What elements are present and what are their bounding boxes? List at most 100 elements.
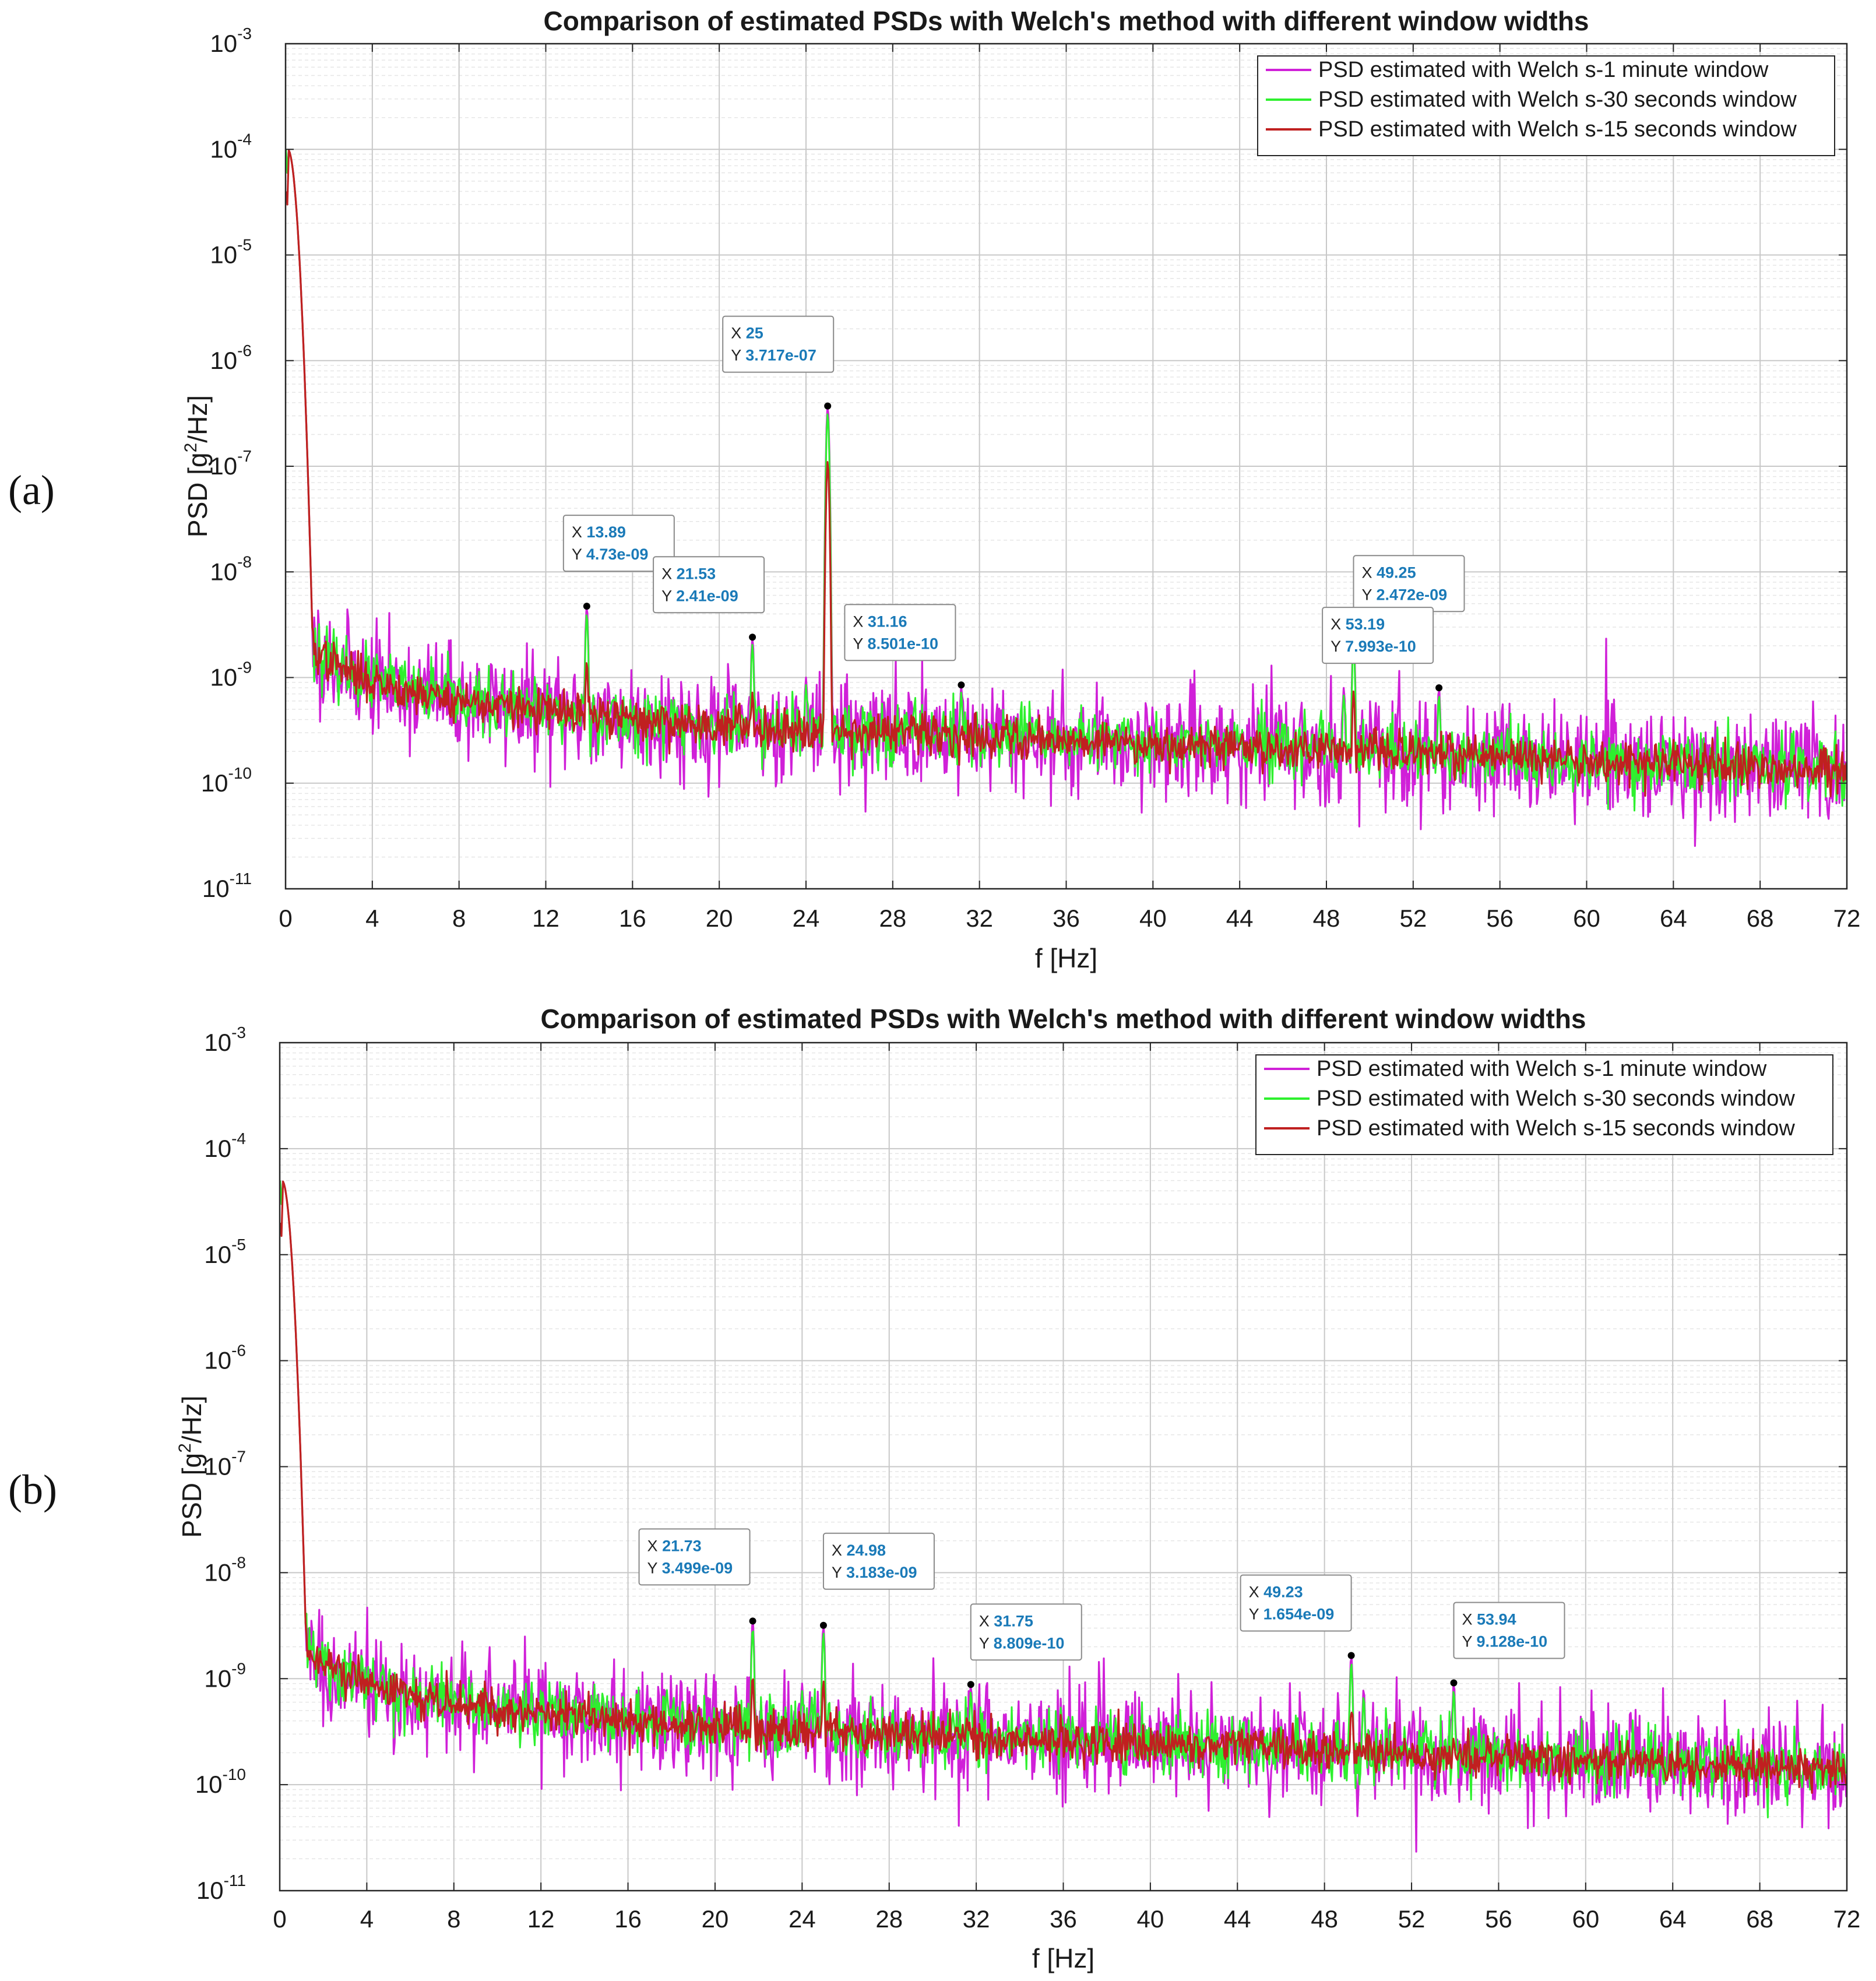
x-tick-label: 36: [1050, 1905, 1077, 1933]
datatip-y: Y 8.501e-10: [853, 635, 938, 652]
legend-entry: PSD estimated with Welch s-30 seconds wi…: [1318, 87, 1797, 112]
y-tick-label: 10-10: [195, 1765, 246, 1798]
datatip-marker: [583, 603, 590, 610]
y-tick-label: 10-3: [204, 1023, 246, 1056]
x-tick-label: 40: [1139, 905, 1167, 932]
x-tick-label: 28: [879, 905, 906, 932]
x-tick-label: 16: [614, 1905, 642, 1933]
datatip-x: X 31.75: [979, 1612, 1033, 1630]
x-tick-label: 48: [1313, 905, 1340, 932]
x-tick-label: 20: [706, 905, 733, 932]
datatip-y: Y 4.73e-09: [572, 546, 649, 563]
x-tick-label: 40: [1137, 1905, 1164, 1933]
datatip-box: [722, 315, 835, 373]
datatip: X 53.19 Y 7.993e-10: [1322, 607, 1434, 664]
x-tick-label: 8: [447, 1905, 460, 1933]
panel-label-b: (b): [8, 1466, 57, 1513]
datatip: X 24.98 Y 3.183e-09: [822, 1532, 935, 1590]
y-tick-label: 10-6: [210, 342, 252, 374]
datatip-box: [1453, 1602, 1565, 1659]
datatip-marker: [749, 634, 756, 641]
y-tick-label: 10-7: [204, 1448, 246, 1480]
datatip-box: [562, 515, 675, 572]
x-tick-label: 12: [532, 905, 559, 932]
datatip-marker: [1450, 1679, 1458, 1687]
datatip: X 21.73 Y 3.499e-09: [638, 1528, 751, 1586]
datatip-marker: [824, 402, 832, 410]
y-tick-label: 10-5: [204, 1236, 246, 1268]
x-tick-label: 60: [1573, 905, 1600, 932]
legend-box: [1257, 55, 1835, 156]
y-axis-label: PSD [g2/Hz]: [181, 395, 213, 537]
chart-title: Comparison of estimated PSDs with Welch'…: [544, 6, 1589, 36]
series-group: [280, 1180, 1847, 1853]
x-axis-label: f [Hz]: [1035, 943, 1097, 973]
datatip: X 21.53 Y 2.41e-09: [653, 556, 765, 614]
datatip-marker: [819, 1621, 827, 1629]
x-tick-label: 72: [1833, 905, 1861, 932]
x-tick-label: 52: [1398, 1905, 1426, 1933]
y-tick-label: 10-4: [210, 130, 252, 163]
datatip-y: Y 1.654e-09: [1249, 1606, 1335, 1623]
x-tick-label: 52: [1399, 905, 1427, 932]
y-tick-label: 10-3: [210, 24, 252, 57]
x-tick-label: 36: [1053, 905, 1080, 932]
datatip-marker: [749, 1617, 756, 1625]
datatip-y: Y 3.717e-07: [731, 347, 816, 364]
y-tick-label: 10-8: [210, 553, 252, 585]
datatip-box: [638, 1528, 751, 1586]
datatip-box: [970, 1603, 1082, 1661]
datatip-x: X 49.23: [1249, 1584, 1303, 1601]
x-tick-label: 68: [1747, 905, 1774, 932]
datatip-x: X 53.94: [1462, 1610, 1516, 1628]
datatip: X 49.25 Y 2.472e-09: [1353, 555, 1465, 613]
datatip: X 25 Y 3.717e-07: [722, 315, 835, 373]
legend: PSD estimated with Welch s-1 minute wind…: [1255, 1054, 1833, 1155]
datatip: X 31.16 Y 8.501e-10: [844, 604, 956, 661]
x-tick-label: 64: [1659, 1905, 1687, 1933]
x-tick-label: 24: [793, 905, 820, 932]
datatip-marker: [1435, 684, 1443, 692]
datatip-marker: [967, 1681, 974, 1688]
y-tick-label: 10-7: [210, 447, 252, 480]
datatip-y: Y 3.183e-09: [832, 1564, 917, 1581]
datatip-x: X 24.98: [832, 1542, 886, 1559]
x-tick-label: 8: [452, 905, 466, 932]
datatip-x: X 49.25: [1362, 564, 1416, 581]
x-tick-label: 16: [619, 905, 646, 932]
x-tick-label: 28: [875, 1905, 903, 1933]
datatip-box: [1240, 1574, 1352, 1632]
x-tick-label: 24: [789, 1905, 816, 1933]
datatip-marker: [1347, 1652, 1355, 1659]
legend-entry: PSD estimated with Welch s-15 seconds wi…: [1317, 1116, 1795, 1141]
y-tick-label: 10-9: [210, 659, 252, 691]
legend-box: [1255, 1054, 1833, 1155]
legend-entry: PSD estimated with Welch s-30 seconds wi…: [1317, 1086, 1795, 1111]
datatip-y: Y 2.41e-09: [661, 587, 738, 604]
x-tick-label: 4: [360, 1905, 374, 1933]
legend-entry: PSD estimated with Welch s-1 minute wind…: [1317, 1057, 1767, 1081]
datatip-y: Y 9.128e-10: [1462, 1632, 1548, 1650]
panel-label-a: (a): [8, 467, 55, 513]
datatip: X 53.94 Y 9.128e-10: [1453, 1602, 1565, 1659]
x-tick-label: 44: [1226, 905, 1254, 932]
y-tick-label: 10-8: [204, 1553, 246, 1586]
datatip-x: X 53.19: [1331, 615, 1385, 633]
series-line-3: [280, 1180, 1847, 1797]
x-tick-label: 60: [1572, 1905, 1599, 1933]
datatip-x: X 21.73: [647, 1537, 702, 1554]
legend: PSD estimated with Welch s-1 minute wind…: [1257, 55, 1835, 156]
datatip-x: X 31.16: [853, 613, 907, 630]
y-tick-label: 10-4: [204, 1130, 246, 1162]
y-tick-label: 10-10: [201, 764, 252, 797]
datatip-y: Y 8.809e-10: [979, 1634, 1065, 1652]
datatip: X 31.75 Y 8.809e-10: [970, 1603, 1082, 1661]
datatip-box: [822, 1532, 935, 1590]
datatip-box: [844, 604, 956, 661]
datatip-y: Y 2.472e-09: [1362, 586, 1448, 603]
x-tick-label: 56: [1485, 1905, 1512, 1933]
datatip: X 49.23 Y 1.654e-09: [1240, 1574, 1352, 1632]
y-tick-label: 10-9: [204, 1659, 246, 1692]
y-tick-label: 10-5: [210, 236, 252, 269]
y-tick-label: 10-11: [196, 1871, 246, 1904]
